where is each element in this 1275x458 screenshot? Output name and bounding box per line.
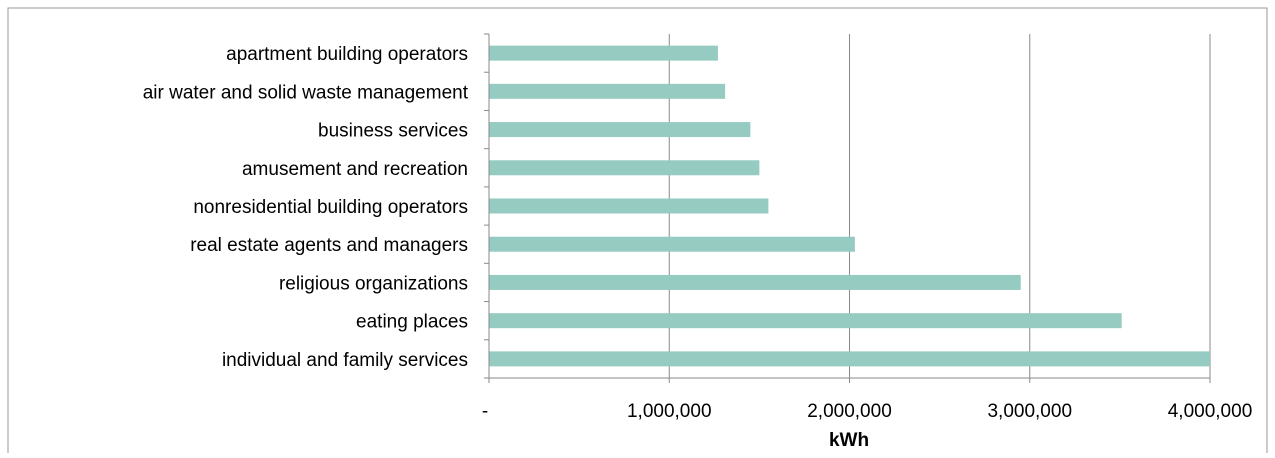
bars [489, 45, 1210, 367]
x-tick-label: 4,000,000 [1168, 401, 1253, 422]
x-axis-title: kWh [829, 430, 869, 451]
category-label: religious organizations [279, 273, 468, 294]
bar [489, 198, 769, 214]
category-label: eating places [356, 312, 468, 333]
category-label: real estate agents and managers [190, 235, 468, 256]
category-label: amusement and recreation [242, 159, 468, 180]
x-tick-label: 3,000,000 [987, 401, 1072, 422]
category-label: individual and family services [222, 350, 468, 371]
bar [489, 274, 1021, 290]
bar [489, 122, 751, 138]
category-label: air water and solid waste management [143, 82, 469, 103]
x-tick-label: - [482, 401, 488, 422]
bar [489, 351, 1210, 367]
bar [489, 45, 718, 61]
labels: - 1,000,000 2,000,000 3,000,000 4,000,000 apa… [143, 44, 1253, 422]
chart-frame-border [7, 7, 1268, 453]
x-tick-label: 1,000,000 [627, 401, 712, 422]
bar [489, 236, 855, 252]
category-label: business services [318, 121, 468, 142]
category-label: nonresidential building operators [193, 197, 468, 218]
axes [484, 33, 1211, 383]
x-tick-label: 2,000,000 [807, 401, 892, 422]
bar [489, 83, 726, 99]
bar [489, 160, 760, 176]
category-label: apartment building operators [226, 44, 468, 65]
bar [489, 313, 1122, 329]
